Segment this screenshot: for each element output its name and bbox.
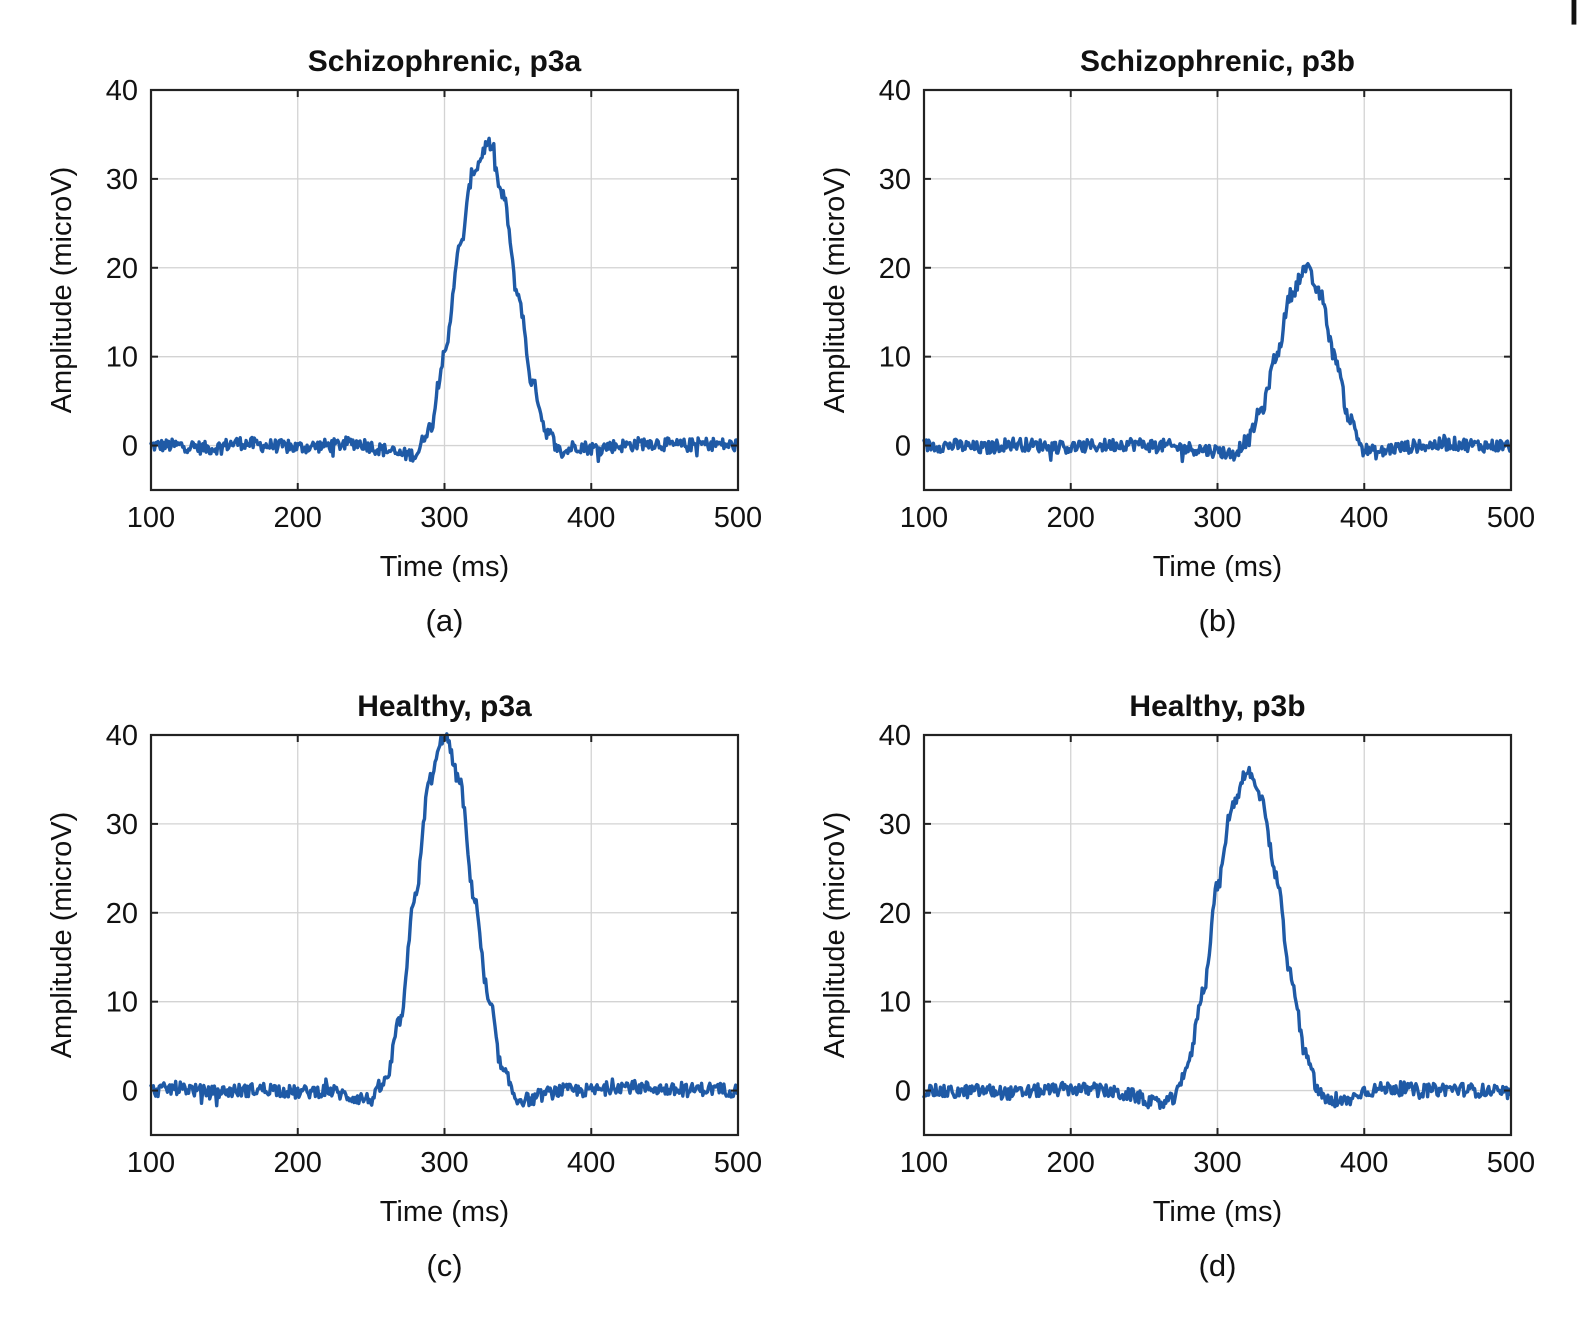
y-tick-label-2: 20: [106, 253, 138, 285]
panel-caption: (c): [426, 1248, 462, 1283]
y-axis-label: Amplitude (microV): [819, 167, 851, 414]
y-tick-label-3: 30: [106, 809, 138, 841]
y-tick-label-0: 0: [122, 1076, 138, 1108]
y-tick-label-2: 20: [106, 898, 138, 930]
y-tick-label-0: 0: [895, 1076, 911, 1108]
x-tick-label-0: 100: [900, 1147, 948, 1179]
x-axis-label: Time (ms): [380, 551, 509, 583]
y-tick-label-0: 0: [122, 431, 138, 463]
chart-title: Healthy, p3a: [357, 690, 532, 723]
x-tick-label-1: 200: [1047, 502, 1095, 534]
y-tick-label-3: 30: [106, 164, 138, 196]
x-tick-label-1: 200: [274, 502, 322, 534]
chart-panel-a: 100 200 300 400 500 0 10 20 30 40 Schizophrenic, p…: [46, 45, 762, 638]
y-tick-label-4: 40: [879, 75, 911, 107]
y-axis-label: Amplitude (microV): [46, 167, 78, 414]
x-tick-label-2: 300: [420, 1147, 468, 1179]
y-tick-label-1: 10: [879, 342, 911, 374]
y-axis-label: Amplitude (microV): [46, 812, 78, 1059]
y-tick-label-1: 10: [106, 342, 138, 374]
y-tick-label-1: 10: [879, 987, 911, 1019]
panel-caption: (a): [426, 603, 464, 638]
x-tick-label-0: 100: [900, 502, 948, 534]
chart-panel-d: 100 200 300 400 500 0 10 20 30 40 Healthy, p3b Time…: [819, 690, 1535, 1283]
y-tick-label-3: 30: [879, 809, 911, 841]
x-tick-label-2: 300: [1193, 502, 1241, 534]
x-tick-label-0: 100: [127, 502, 175, 534]
y-tick-label-4: 40: [106, 75, 138, 107]
panel-caption: (b): [1199, 603, 1237, 638]
x-tick-label-1: 200: [1047, 1147, 1095, 1179]
x-tick-label-3: 400: [567, 1147, 615, 1179]
x-tick-label-2: 300: [1193, 1147, 1241, 1179]
y-tick-label-4: 40: [879, 720, 911, 752]
panel-caption: (d): [1199, 1248, 1237, 1283]
y-tick-label-0: 0: [895, 431, 911, 463]
x-tick-label-3: 400: [567, 502, 615, 534]
x-tick-label-0: 100: [127, 1147, 175, 1179]
x-axis-label: Time (ms): [1153, 1196, 1282, 1228]
y-tick-label-2: 20: [879, 253, 911, 285]
chart-title: Schizophrenic, p3a: [308, 45, 582, 78]
x-tick-label-4: 500: [714, 502, 762, 534]
y-tick-label-3: 30: [879, 164, 911, 196]
series-line-b: [922, 262, 1512, 464]
corner-mark: |: [1569, 0, 1580, 25]
y-axis-label: Amplitude (microV): [819, 812, 851, 1059]
series-line-a: [149, 136, 739, 463]
y-tick-label-2: 20: [879, 898, 911, 930]
x-tick-label-2: 300: [420, 502, 468, 534]
y-tick-label-4: 40: [106, 720, 138, 752]
chart-panel-b: 100 200 300 400 500 0 10 20 30 40 Schizophrenic, p…: [819, 45, 1535, 638]
y-tick-label-1: 10: [106, 987, 138, 1019]
chart-title: Healthy, p3b: [1129, 690, 1305, 723]
x-tick-label-4: 500: [714, 1147, 762, 1179]
x-axis-label: Time (ms): [380, 1196, 509, 1228]
x-tick-label-1: 200: [274, 1147, 322, 1179]
x-tick-label-4: 500: [1487, 502, 1535, 534]
series-line-d: [922, 765, 1512, 1110]
x-tick-label-3: 400: [1340, 502, 1388, 534]
x-tick-label-4: 500: [1487, 1147, 1535, 1179]
chart-title: Schizophrenic, p3b: [1080, 45, 1355, 78]
x-tick-label-3: 400: [1340, 1147, 1388, 1179]
chart-panel-c: 100 200 300 400 500 0 10 20 30 40 Healthy, p3a Time…: [46, 690, 762, 1283]
x-axis-label: Time (ms): [1153, 551, 1282, 583]
